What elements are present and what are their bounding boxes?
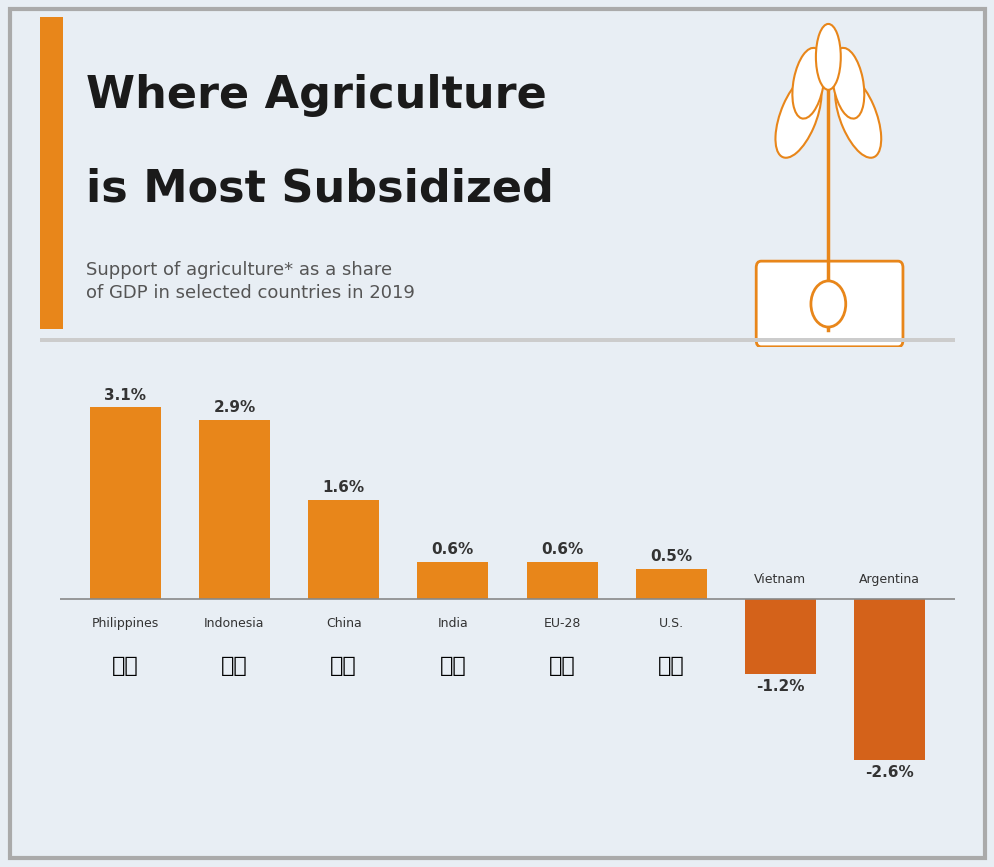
Ellipse shape <box>815 24 840 90</box>
Text: 0.5%: 0.5% <box>649 549 692 564</box>
Text: Support of agriculture* as a share
of GDP in selected countries in 2019: Support of agriculture* as a share of GD… <box>85 261 414 303</box>
Ellipse shape <box>774 75 821 158</box>
Text: 0.6%: 0.6% <box>431 543 473 557</box>
Text: EU-28: EU-28 <box>543 616 580 629</box>
Text: -1.2%: -1.2% <box>755 679 804 694</box>
Bar <box>199 420 269 599</box>
Text: 2.9%: 2.9% <box>213 400 255 415</box>
Text: Argentina: Argentina <box>858 573 919 586</box>
Text: 🇵🇭: 🇵🇭 <box>111 655 138 675</box>
Text: Philippines: Philippines <box>91 616 159 629</box>
Text: 🇨🇳: 🇨🇳 <box>330 655 357 675</box>
Text: 3.1%: 3.1% <box>104 388 146 402</box>
Text: -2.6%: -2.6% <box>865 766 913 780</box>
Text: 1.6%: 1.6% <box>322 480 365 495</box>
Text: Indonesia: Indonesia <box>204 616 264 629</box>
Text: 🇮🇩: 🇮🇩 <box>221 655 248 675</box>
Text: 🇺🇸: 🇺🇸 <box>657 655 684 675</box>
Ellipse shape <box>791 48 824 119</box>
FancyBboxPatch shape <box>755 261 903 347</box>
Circle shape <box>810 281 845 327</box>
Bar <box>745 599 815 674</box>
Text: 0.6%: 0.6% <box>541 543 582 557</box>
Bar <box>853 599 924 760</box>
Text: Where Agriculture: Where Agriculture <box>85 74 546 116</box>
Ellipse shape <box>834 75 881 158</box>
Text: U.S.: U.S. <box>658 616 683 629</box>
Text: China: China <box>325 616 361 629</box>
Bar <box>308 500 379 599</box>
Bar <box>416 563 488 599</box>
Bar <box>89 407 161 599</box>
Text: 🇮🇳: 🇮🇳 <box>439 655 466 675</box>
Text: 🇪🇺: 🇪🇺 <box>548 655 575 675</box>
Bar <box>635 569 706 599</box>
Text: Vietnam: Vietnam <box>753 573 806 586</box>
Bar <box>40 17 63 329</box>
Bar <box>526 563 597 599</box>
Text: India: India <box>437 616 468 629</box>
Ellipse shape <box>831 48 864 119</box>
Text: is Most Subsidized: is Most Subsidized <box>85 167 553 210</box>
